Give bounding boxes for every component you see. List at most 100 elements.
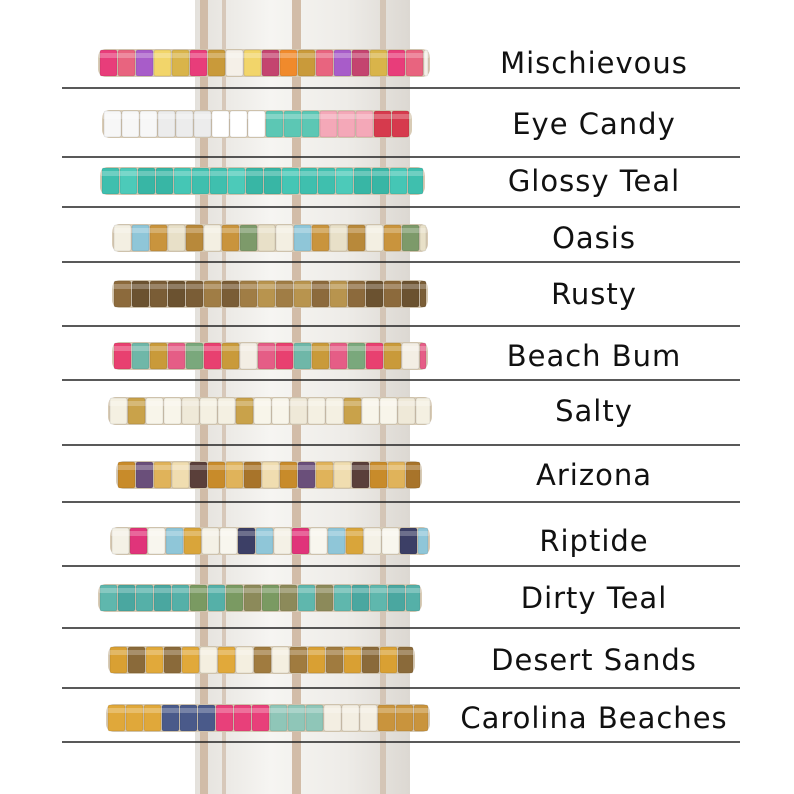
bead <box>117 461 136 489</box>
bead-shine <box>102 114 412 119</box>
bead <box>149 224 168 252</box>
bead <box>383 224 402 252</box>
bead <box>329 280 348 308</box>
bead <box>225 461 244 489</box>
bead <box>253 646 272 674</box>
bead <box>289 397 308 425</box>
bead <box>227 167 246 195</box>
product-name: Arizona <box>536 458 652 492</box>
bead <box>287 704 306 732</box>
bead <box>201 527 220 555</box>
bead <box>333 584 352 612</box>
bead <box>203 224 222 252</box>
bead <box>361 397 380 425</box>
bead <box>399 527 418 555</box>
bead <box>117 49 136 77</box>
bead <box>309 527 328 555</box>
bead-shine <box>112 228 428 233</box>
product-name: Beach Bum <box>507 339 682 373</box>
bead <box>297 584 316 612</box>
bead <box>343 397 362 425</box>
bead <box>311 342 330 370</box>
bead <box>413 704 429 732</box>
bead <box>109 397 128 425</box>
bead <box>127 646 146 674</box>
bead <box>171 584 190 612</box>
bead <box>325 397 344 425</box>
bead <box>257 280 276 308</box>
bead <box>353 167 372 195</box>
bead <box>125 704 144 732</box>
bead <box>217 397 236 425</box>
bead <box>239 342 258 370</box>
bead <box>377 704 396 732</box>
bead <box>107 704 126 732</box>
bead <box>181 646 200 674</box>
bead <box>189 584 208 612</box>
bead <box>417 527 429 555</box>
bead <box>319 110 338 138</box>
bead <box>181 397 200 425</box>
bead <box>149 280 168 308</box>
product-row: Glossy Teal <box>62 164 740 208</box>
bead <box>119 167 138 195</box>
bead <box>199 646 218 674</box>
bead <box>333 461 352 489</box>
bead <box>157 110 176 138</box>
bead <box>121 110 140 138</box>
bead-shine <box>106 708 430 713</box>
bead <box>203 342 222 370</box>
bead <box>235 646 254 674</box>
bead-shine <box>112 284 428 289</box>
bead <box>415 397 431 425</box>
bead <box>207 49 226 77</box>
product-name: Glossy Teal <box>508 164 680 198</box>
product-row: Salty <box>62 394 740 446</box>
bead <box>299 167 318 195</box>
bead <box>155 167 174 195</box>
bead <box>371 167 390 195</box>
bead <box>131 280 150 308</box>
bead <box>327 527 346 555</box>
bracelet <box>98 49 430 77</box>
bead <box>347 280 366 308</box>
product-row: Carolina Beaches <box>62 701 740 743</box>
bead <box>149 342 168 370</box>
bead <box>185 342 204 370</box>
bead <box>271 397 290 425</box>
bead <box>315 584 334 612</box>
bead <box>163 646 182 674</box>
bead <box>167 280 186 308</box>
bead <box>423 49 429 77</box>
bead <box>173 167 192 195</box>
bracelet <box>112 224 428 252</box>
bead <box>135 49 154 77</box>
bead <box>343 646 362 674</box>
bead <box>381 527 400 555</box>
product-name: Riptide <box>539 524 648 558</box>
bead <box>307 397 326 425</box>
bead <box>221 224 240 252</box>
product-row: Mischievous <box>62 46 740 89</box>
bead <box>363 527 382 555</box>
bead <box>219 527 238 555</box>
bead <box>207 584 226 612</box>
bracelet <box>110 527 430 555</box>
bead <box>351 584 370 612</box>
bead <box>199 397 218 425</box>
bead <box>365 224 384 252</box>
bead <box>139 110 158 138</box>
bracelet <box>108 646 415 674</box>
bead <box>243 461 262 489</box>
bead <box>117 584 136 612</box>
bead-shine <box>110 531 430 536</box>
bead <box>401 280 420 308</box>
product-name: Desert Sands <box>491 643 697 677</box>
bead <box>281 167 300 195</box>
product-row: Arizona <box>62 458 740 503</box>
bead <box>279 49 298 77</box>
bead <box>101 167 120 195</box>
bead-shine <box>116 465 422 470</box>
bead <box>247 110 266 138</box>
